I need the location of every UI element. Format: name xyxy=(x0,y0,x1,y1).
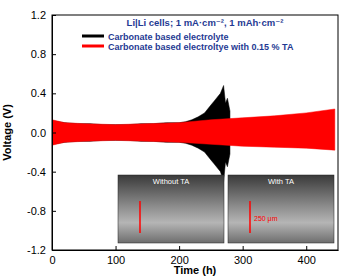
inset-label: Without TA xyxy=(153,177,189,186)
y-axis: -1.2 -0.8 -0.4 0.0 0.4 0.8 1.2 xyxy=(27,9,56,256)
frame xyxy=(52,15,338,250)
legend: Carbonate based electrolyteCarbonate bas… xyxy=(82,32,294,52)
tick-label: 0.0 xyxy=(31,127,46,139)
scale-label: 250 μm xyxy=(254,215,278,223)
tick-mark xyxy=(116,246,117,250)
legend-entry: Carbonate based electrolyte xyxy=(82,32,229,42)
voltage-band xyxy=(52,109,335,150)
tick-label: -0.4 xyxy=(27,166,46,178)
tick-label: 0.8 xyxy=(31,48,46,60)
marks xyxy=(52,86,335,182)
tick-label: -1.2 xyxy=(27,244,46,256)
tick-label: 0 xyxy=(49,254,55,266)
legend-label: Carbonate based electroltye with 0.15 % … xyxy=(108,42,294,52)
x-axis: 0 100 200 300 400 xyxy=(49,246,338,266)
tick: -0.4 xyxy=(27,166,56,178)
tick-mark xyxy=(52,54,56,55)
chart: 0 100 200 300 400 -1.2 -0.8 -0.4 0.0 0.4 0.8 1.2 Li|… xyxy=(0,0,353,276)
legend-label: Carbonate based electrolyte xyxy=(108,32,229,42)
tick: 0.4 xyxy=(31,87,56,99)
tick: 0.0 xyxy=(31,127,56,139)
tick: 200 xyxy=(170,246,188,266)
plot: 0 100 200 300 400 -1.2 -0.8 -0.4 0.0 0.4 0.8 1.2 Li|… xyxy=(27,9,338,266)
tick: 1.2 xyxy=(31,9,56,21)
tick: 300 xyxy=(234,246,252,266)
tick: -0.8 xyxy=(27,205,56,217)
tick-mark xyxy=(243,246,244,250)
sem-image xyxy=(228,175,334,243)
tick-mark xyxy=(179,246,180,250)
legend-swatch xyxy=(82,35,104,38)
y-axis-title: Voltage (V) xyxy=(1,104,13,161)
tick-mark xyxy=(52,93,56,94)
legend-entry: Carbonate based electroltye with 0.15 % … xyxy=(82,42,294,52)
tick: 400 xyxy=(298,246,316,266)
tick-mark xyxy=(52,211,56,212)
axis-line xyxy=(53,250,339,251)
x-axis-title: Time (h) xyxy=(174,264,217,276)
scale-bar xyxy=(249,201,251,233)
tick-mark xyxy=(306,246,307,250)
inset: Without TA With TA 250 μm xyxy=(118,175,334,243)
tick-mark xyxy=(52,250,56,251)
tick-label: 0.4 xyxy=(31,87,46,99)
legend-swatch xyxy=(82,45,104,48)
tick-label: -0.8 xyxy=(27,205,46,217)
tick: 0.8 xyxy=(31,48,56,60)
tick: 100 xyxy=(107,246,125,266)
inset-label: With TA xyxy=(268,177,294,186)
tick-mark xyxy=(52,172,56,173)
tick-label: 300 xyxy=(234,254,252,266)
scale-bar xyxy=(139,201,141,233)
tick-label: 100 xyxy=(107,254,125,266)
tick: -1.2 xyxy=(27,244,56,256)
tick-label: 1.2 xyxy=(31,9,46,21)
sem-image xyxy=(118,175,224,243)
tick-label: 400 xyxy=(298,254,316,266)
tick-mark xyxy=(52,15,56,16)
annotation: Li|Li cells; 1 mA·cm⁻², 1 mAh·cm⁻² xyxy=(127,17,284,28)
tick-mark xyxy=(52,133,56,134)
